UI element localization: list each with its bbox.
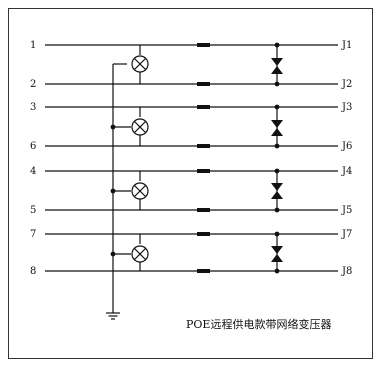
junction-dot xyxy=(274,231,280,237)
jack-label-j7: J7 xyxy=(341,229,352,240)
pin-label-8: 8 xyxy=(30,266,36,277)
inductor-block-3 xyxy=(197,105,210,109)
inductor-block-6 xyxy=(197,144,210,148)
jack-label-j5: J5 xyxy=(341,205,352,216)
junction-dot xyxy=(274,207,280,213)
jack-label-j3: J3 xyxy=(341,102,352,113)
junction-dot xyxy=(110,124,116,130)
inductor-block-4 xyxy=(197,169,210,173)
junction-dot xyxy=(274,168,280,174)
jack-label-j6: J6 xyxy=(341,141,352,152)
tvs-diode-1 xyxy=(271,58,283,74)
junction-dot xyxy=(110,188,116,194)
pin-label-3: 3 xyxy=(30,102,36,113)
diagram-border xyxy=(8,8,373,359)
tvs-diode-4 xyxy=(271,246,283,262)
pin-label-6: 6 xyxy=(30,141,36,152)
inductor-block-2 xyxy=(197,82,210,86)
inductor-block-1 xyxy=(197,43,210,47)
diagram-caption: POE远程供电款带网络变压器 xyxy=(186,317,331,331)
transformer-coil-1 xyxy=(131,55,149,73)
junction-dot xyxy=(274,143,280,149)
jack-label-j1: J1 xyxy=(341,40,352,51)
pin-label-2: 2 xyxy=(30,79,36,90)
junction-dot xyxy=(274,268,280,274)
junction-dot xyxy=(274,104,280,110)
pin-label-7: 7 xyxy=(30,229,36,240)
jack-label-j8: J8 xyxy=(341,266,352,277)
transformer-coil-4 xyxy=(131,245,149,263)
pin-label-5: 5 xyxy=(30,205,36,216)
transformer-coil-3 xyxy=(131,182,149,200)
pin-label-1: 1 xyxy=(30,40,36,51)
tvs-diode-2 xyxy=(271,120,283,136)
pin-label-4: 4 xyxy=(30,166,36,177)
junction-dot xyxy=(110,251,116,257)
tvs-diode-3 xyxy=(271,183,283,199)
inductor-block-5 xyxy=(197,208,210,212)
jack-label-j2: J2 xyxy=(341,79,352,90)
inductor-block-7 xyxy=(197,232,210,236)
transformer-coil-2 xyxy=(131,118,149,136)
jack-label-j4: J4 xyxy=(341,166,352,177)
junction-dot xyxy=(274,42,280,48)
inductor-block-8 xyxy=(197,269,210,273)
junction-dot xyxy=(274,81,280,87)
